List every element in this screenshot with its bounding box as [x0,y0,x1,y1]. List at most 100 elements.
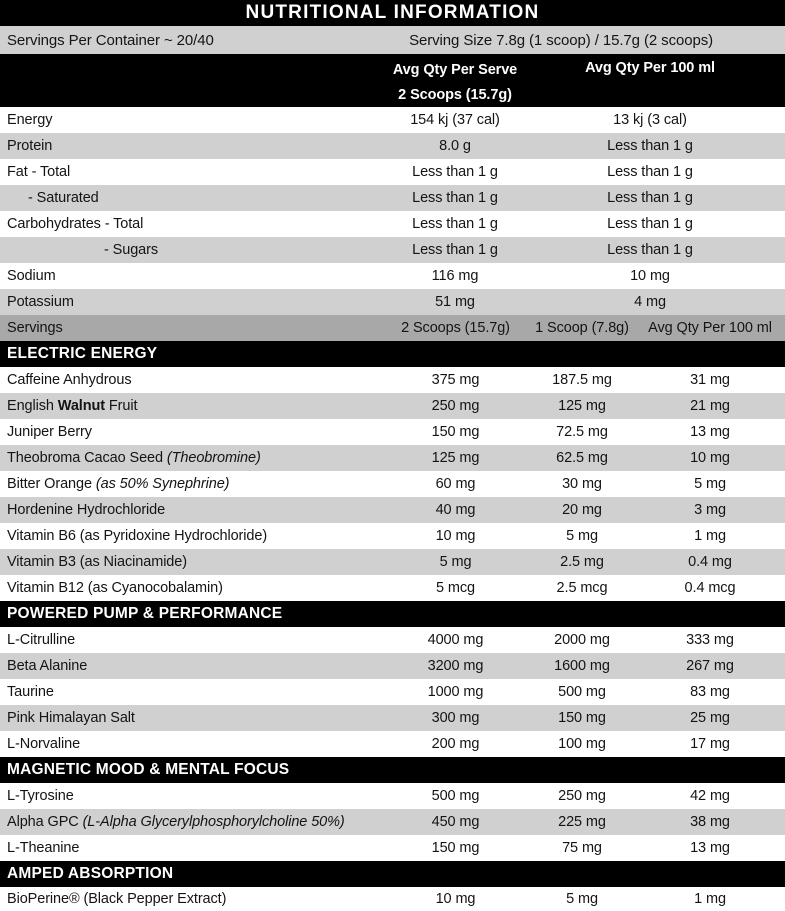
row-label: Vitamin B6 (as Pyridoxine Hydrochloride) [0,528,392,544]
nutrient-row: Protein 8.0 g Less than 1 g [0,133,785,159]
value-per-serve: 51 mg [435,294,475,310]
label-segment: English [7,398,58,414]
label-segment: MAGNETIC MOOD & MENTAL FOCUS [7,761,290,778]
value-1-scoop: 150 mg [558,710,606,726]
label-segment: Fruit [104,398,138,414]
label-segment: Vitamin B3 (as Niacinamide) [7,554,187,570]
row-label: Vitamin B3 (as Niacinamide) [0,554,392,570]
value-1-scoop: 1600 mg [554,658,610,674]
serving-info-row: Servings Per Container ~ 20/40 Serving S… [0,26,785,54]
value-per-100ml: Less than 1 g [607,216,693,232]
value-1-scoop: 225 mg [558,814,606,830]
row-label: Bitter Orange (as 50% Synephrine) [0,476,392,492]
ingredient-row: Juniper Berry 150 mg 72.5 mg 13 mg [0,419,785,445]
ingredient-row: Caffeine Anhydrous 375 mg 187.5 mg 31 mg [0,367,785,393]
label-segment: Servings [7,320,63,336]
label-segment: Caffeine Anhydrous [7,372,132,388]
value-1-scoop: 20 mg [562,502,602,518]
value-per-serve: 154 kj (37 cal) [410,112,500,128]
value-1-scoop: 250 mg [558,788,606,804]
label-segment: (as 50% Synephrine) [95,476,230,492]
value-1-scoop: 125 mg [558,398,606,414]
section-header-row: AMPED ABSORPTION [0,861,785,887]
label-segment: Juniper Berry [7,424,92,440]
row-label: Carbohydrates - Total [0,216,330,232]
label-segment: Vitamin B12 (as Cyanocobalamin) [7,580,223,596]
ingredient-row: Pink Himalayan Salt 300 mg 150 mg 25 mg [0,705,785,731]
label-segment: Alpha GPC [7,814,83,830]
servings-per-container-text: Servings Per Container ~ 20/40 [7,31,214,49]
row-label: Theobroma Cacao Seed (Theobromine) [0,450,392,466]
value-2-scoops: 500 mg [431,788,480,804]
ingredient-row: L-Tyrosine 500 mg 250 mg 42 mg [0,783,785,809]
label-segment: L-Theanine [7,840,80,856]
nutrient-row: - Saturated Less than 1 g Less than 1 g [0,185,785,211]
row-label: English Walnut Fruit [0,398,392,414]
panel-title-bar: NUTRITIONAL INFORMATION [0,0,785,26]
ingredient-row: Beta Alanine 3200 mg 1600 mg 267 mg [0,653,785,679]
label-segment: POWERED PUMP & PERFORMANCE [7,605,283,622]
section-header-row: POWERED PUMP & PERFORMANCE [0,601,785,627]
ingredient-row: Theobroma Cacao Seed (Theobromine) 125 mg… [0,445,785,471]
label-segment: Protein [7,138,53,154]
nutrient-row: Fat - Total Less than 1 g Less than 1 g [0,159,785,185]
row-label: L-Tyrosine [0,788,392,804]
value-per-100ml: 1 mg [694,528,726,544]
value-2-scoops: 4000 mg [427,632,484,648]
value-1-scoop: 30 mg [562,476,602,492]
ingredient-row: L-Norvaline 200 mg 100 mg 17 mg [0,731,785,757]
ingredient-row: Vitamin B6 (as Pyridoxine Hydrochloride)… [0,523,785,549]
label-segment: Pink Himalayan Salt [7,710,135,726]
row-label: Beta Alanine [0,658,392,674]
label-segment: Sodium [7,268,56,284]
value-per-100ml: 25 mg [690,710,730,726]
value-2-scoops: 60 mg [435,476,476,492]
value-per-100ml: Less than 1 g [607,242,693,258]
value-per-100ml: 31 mg [690,372,730,388]
value-2-scoops: 375 mg [431,372,480,388]
ingredient-row: English Walnut Fruit 250 mg 125 mg 21 mg [0,393,785,419]
column-header-spacer [0,54,330,107]
column-header-right-spacer [720,54,785,107]
value-per-100ml: 17 mg [690,736,730,752]
value-1-scoop: 2.5 mg [560,554,604,570]
value-per-100ml: 267 mg [686,658,734,674]
value-per-serve: 8.0 g [439,138,471,154]
value-1-scoop: 187.5 mg [552,372,612,388]
column-header-band: Avg Qty Per Serve 2 Scoops (15.7g) Avg Q… [0,54,785,107]
panel-title: NUTRITIONAL INFORMATION [245,2,540,23]
value-2-scoops: 200 mg [431,736,480,752]
ingredient-row: Taurine 1000 mg 500 mg 83 mg [0,679,785,705]
value-per-serve: Less than 1 g [412,190,498,206]
row-label: Vitamin B12 (as Cyanocobalamin) [0,580,392,596]
row-label: - Saturated [0,190,330,206]
per-serve-column-header: Avg Qty Per Serve 2 Scoops (15.7g) [330,54,580,107]
value-per-100ml: 10 mg [690,450,730,466]
label-segment: Theobroma Cacao Seed [7,450,167,466]
value-1-scoop: 75 mg [562,840,602,856]
row-label: BioPerine® (Black Pepper Extract) [0,891,392,907]
value-2-scoops: 1000 mg [427,684,484,700]
ingredient-row: Vitamin B12 (as Cyanocobalamin) 5 mcg 2.5 … [0,575,785,601]
label-segment: - Sugars [104,242,158,258]
value-1-scoop: 62.5 mg [556,450,608,466]
value-per-serve: Less than 1 g [412,164,498,180]
nutrient-row: Energy 154 kj (37 cal) 13 kj (3 cal) [0,107,785,133]
label-segment: Fat - Total [7,164,71,180]
value-per-100ml: 5 mg [694,476,726,492]
value-2-scoops: 250 mg [431,398,480,414]
label-segment: ELECTRIC ENERGY [7,345,158,362]
per-serve-header-line1: Avg Qty Per Serve [392,62,518,78]
value-per-100ml: 13 mg [690,424,730,440]
label-segment: (L-Alpha Glycerylphosphorylcholine 50%) [82,814,345,830]
ingredient-row: L-Theanine 150 mg 75 mg 13 mg [0,835,785,861]
label-segment: AMPED ABSORPTION [7,865,174,882]
row-label: ELECTRIC ENERGY [7,345,157,363]
label-segment: BioPerine® (Black Pepper Extract) [7,891,227,907]
value-1-scoop: 100 mg [558,736,606,752]
ingredient-row: Vitamin B3 (as Niacinamide) 5 mg 2.5 mg 0.4… [0,549,785,575]
value-2-scoops: 5 mcg [436,580,475,596]
label-segment: Hordenine Hydrochloride [7,502,166,518]
value-2-scoops: 5 mg [439,554,472,570]
